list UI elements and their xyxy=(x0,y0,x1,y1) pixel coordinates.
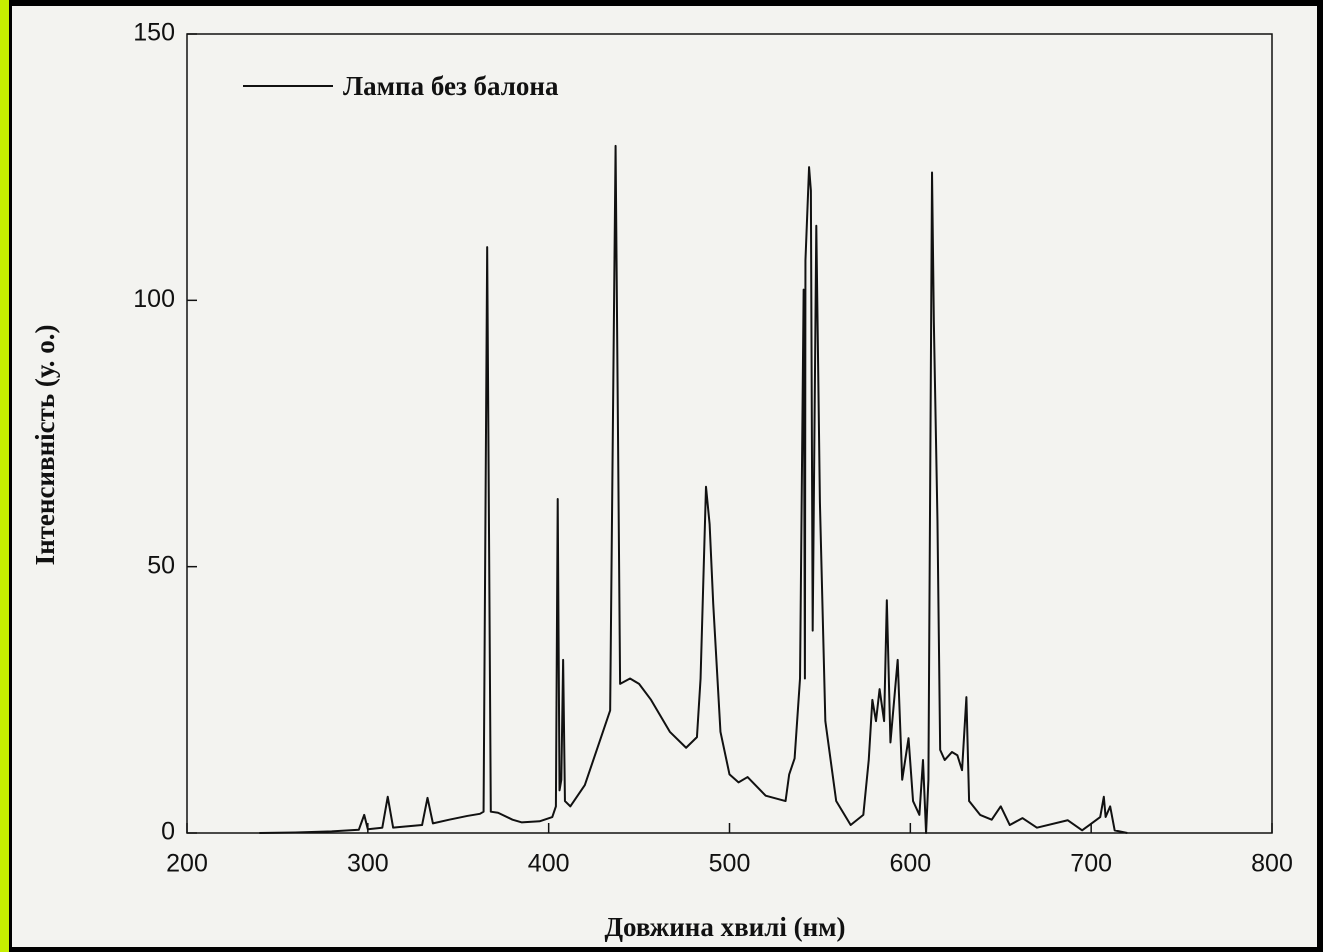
y-tick-label: 0 xyxy=(161,818,175,846)
x-tick-label: 200 xyxy=(166,850,208,878)
legend-label: Лампа без балона xyxy=(343,71,559,101)
x-axis-label: Довжина хвилі (нм) xyxy=(604,912,845,942)
x-tick-label: 700 xyxy=(1070,850,1112,878)
frame-strip xyxy=(0,0,9,952)
x-tick-label: 500 xyxy=(709,850,751,878)
spectrum-line xyxy=(259,144,1128,834)
x-tick-label: 600 xyxy=(889,850,931,878)
x-tick-label: 300 xyxy=(347,850,389,878)
y-tick-label: 50 xyxy=(147,551,175,579)
x-tick-label: 800 xyxy=(1251,850,1293,878)
y-tick-label: 150 xyxy=(133,19,175,47)
y-axis-label: Інтенсивність (у. о.) xyxy=(30,325,60,566)
y-tick-label: 100 xyxy=(133,285,175,313)
background xyxy=(12,6,1317,947)
x-tick-label: 400 xyxy=(528,850,570,878)
